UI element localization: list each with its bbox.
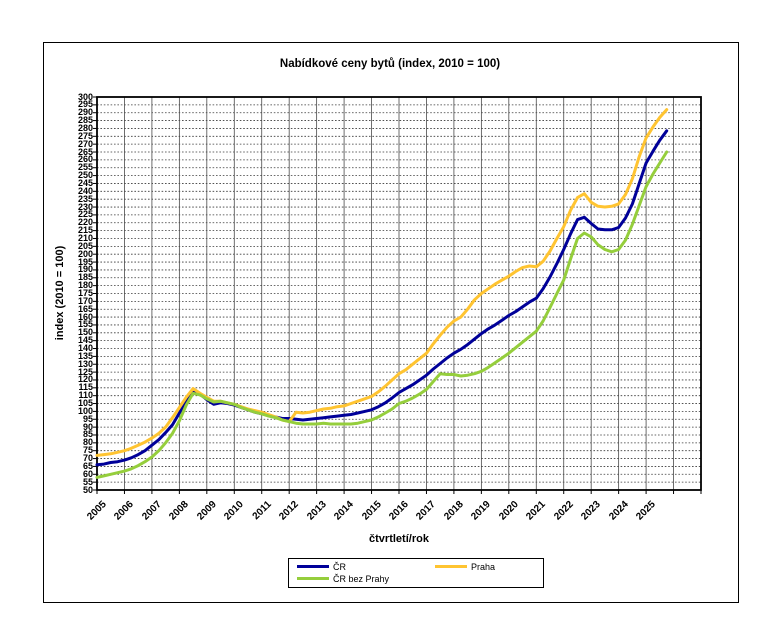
y-tick-label: 220 xyxy=(77,217,93,228)
y-tick-label: 165 xyxy=(77,303,93,314)
legend-swatch-praha xyxy=(435,565,467,568)
y-tick-label: 200 xyxy=(77,248,93,259)
y-tick-label: 270 xyxy=(77,138,93,149)
y-tick-label: 235 xyxy=(77,193,93,204)
y-tick-label: 185 xyxy=(77,272,93,283)
y-tick-label: 290 xyxy=(77,107,93,118)
plot-border xyxy=(96,96,702,491)
y-tick-label: 130 xyxy=(77,358,93,369)
y-tick-label: 190 xyxy=(77,264,93,275)
y-tick-label: 195 xyxy=(77,256,93,267)
y-tick-label: 275 xyxy=(77,130,93,141)
y-tick-label: 265 xyxy=(77,146,93,157)
y-tick-label: 225 xyxy=(77,209,93,220)
y-tick-label: 85 xyxy=(82,429,93,440)
legend-swatch-cr xyxy=(297,565,329,568)
series-line-r-bez-prahy xyxy=(95,150,669,479)
y-tick-label: 160 xyxy=(77,311,93,322)
x-axis-title: čtvrtletí/rok xyxy=(369,533,429,545)
y-tick-label: 285 xyxy=(77,115,93,126)
y-tick-label: 240 xyxy=(77,185,93,196)
y-tick-label: 215 xyxy=(77,225,93,236)
y-tick-label: 300 xyxy=(77,91,93,102)
y-tick-label: 50 xyxy=(82,484,93,495)
y-tick-label: 100 xyxy=(77,405,93,416)
y-tick-label: 115 xyxy=(78,382,93,393)
legend-label-praha: Praha xyxy=(471,561,496,572)
y-tick-label: 75 xyxy=(82,445,93,456)
legend-item-praha: Praha xyxy=(435,561,535,572)
y-tick-label: 70 xyxy=(82,453,93,464)
y-tick-label: 245 xyxy=(77,177,93,188)
y-tick-label: 180 xyxy=(77,280,93,291)
legend-item-cr-bez-prahy: ČR bez Prahy xyxy=(297,573,435,584)
legend: ČR Praha ČR bez Prahy xyxy=(288,558,544,588)
legend-item-cr: ČR xyxy=(297,561,435,572)
y-tick-label: 105 xyxy=(77,398,93,409)
y-tick-label: 145 xyxy=(77,335,93,346)
y-tick-label: 125 xyxy=(77,366,93,377)
y-tick-label: 80 xyxy=(82,437,93,448)
y-tick-label: 120 xyxy=(77,374,93,385)
y-tick-label: 205 xyxy=(77,240,93,251)
y-tick-label: 110 xyxy=(78,390,93,401)
chart-frame xyxy=(43,42,739,603)
y-tick-label: 150 xyxy=(77,327,93,338)
y-tick-label: 255 xyxy=(77,162,93,173)
y-tick-label: 250 xyxy=(77,170,93,181)
y-tick-label: 210 xyxy=(77,232,93,243)
y-tick-label: 90 xyxy=(82,421,93,432)
y-tick-label: 60 xyxy=(82,468,93,479)
chart-title: Nabídkové ceny bytů (index, 2010 = 100) xyxy=(279,58,501,70)
legend-label-cr: ČR xyxy=(333,561,346,572)
y-tick-label: 260 xyxy=(77,154,93,165)
y-tick-label: 175 xyxy=(77,288,93,298)
y-tick-label: 65 xyxy=(82,460,93,471)
plot-area xyxy=(93,96,702,494)
y-tick-label: 95 xyxy=(82,413,93,424)
legend-label-cr-bez-prahy: ČR bez Prahy xyxy=(333,573,390,584)
plot-svg xyxy=(93,96,702,494)
y-tick-label: 55 xyxy=(82,476,93,487)
y-tick-label: 280 xyxy=(77,122,93,133)
y-tick-label: 230 xyxy=(77,201,93,212)
y-tick-label: 135 xyxy=(77,350,93,361)
series-line-praha xyxy=(95,108,669,457)
y-tick-label: 155 xyxy=(77,319,93,330)
legend-swatch-cr-bez-prahy xyxy=(297,577,329,580)
y-tick-label: 140 xyxy=(77,343,93,354)
y-tick-label: 170 xyxy=(77,295,93,306)
y-tick-label: 295 xyxy=(77,99,93,110)
